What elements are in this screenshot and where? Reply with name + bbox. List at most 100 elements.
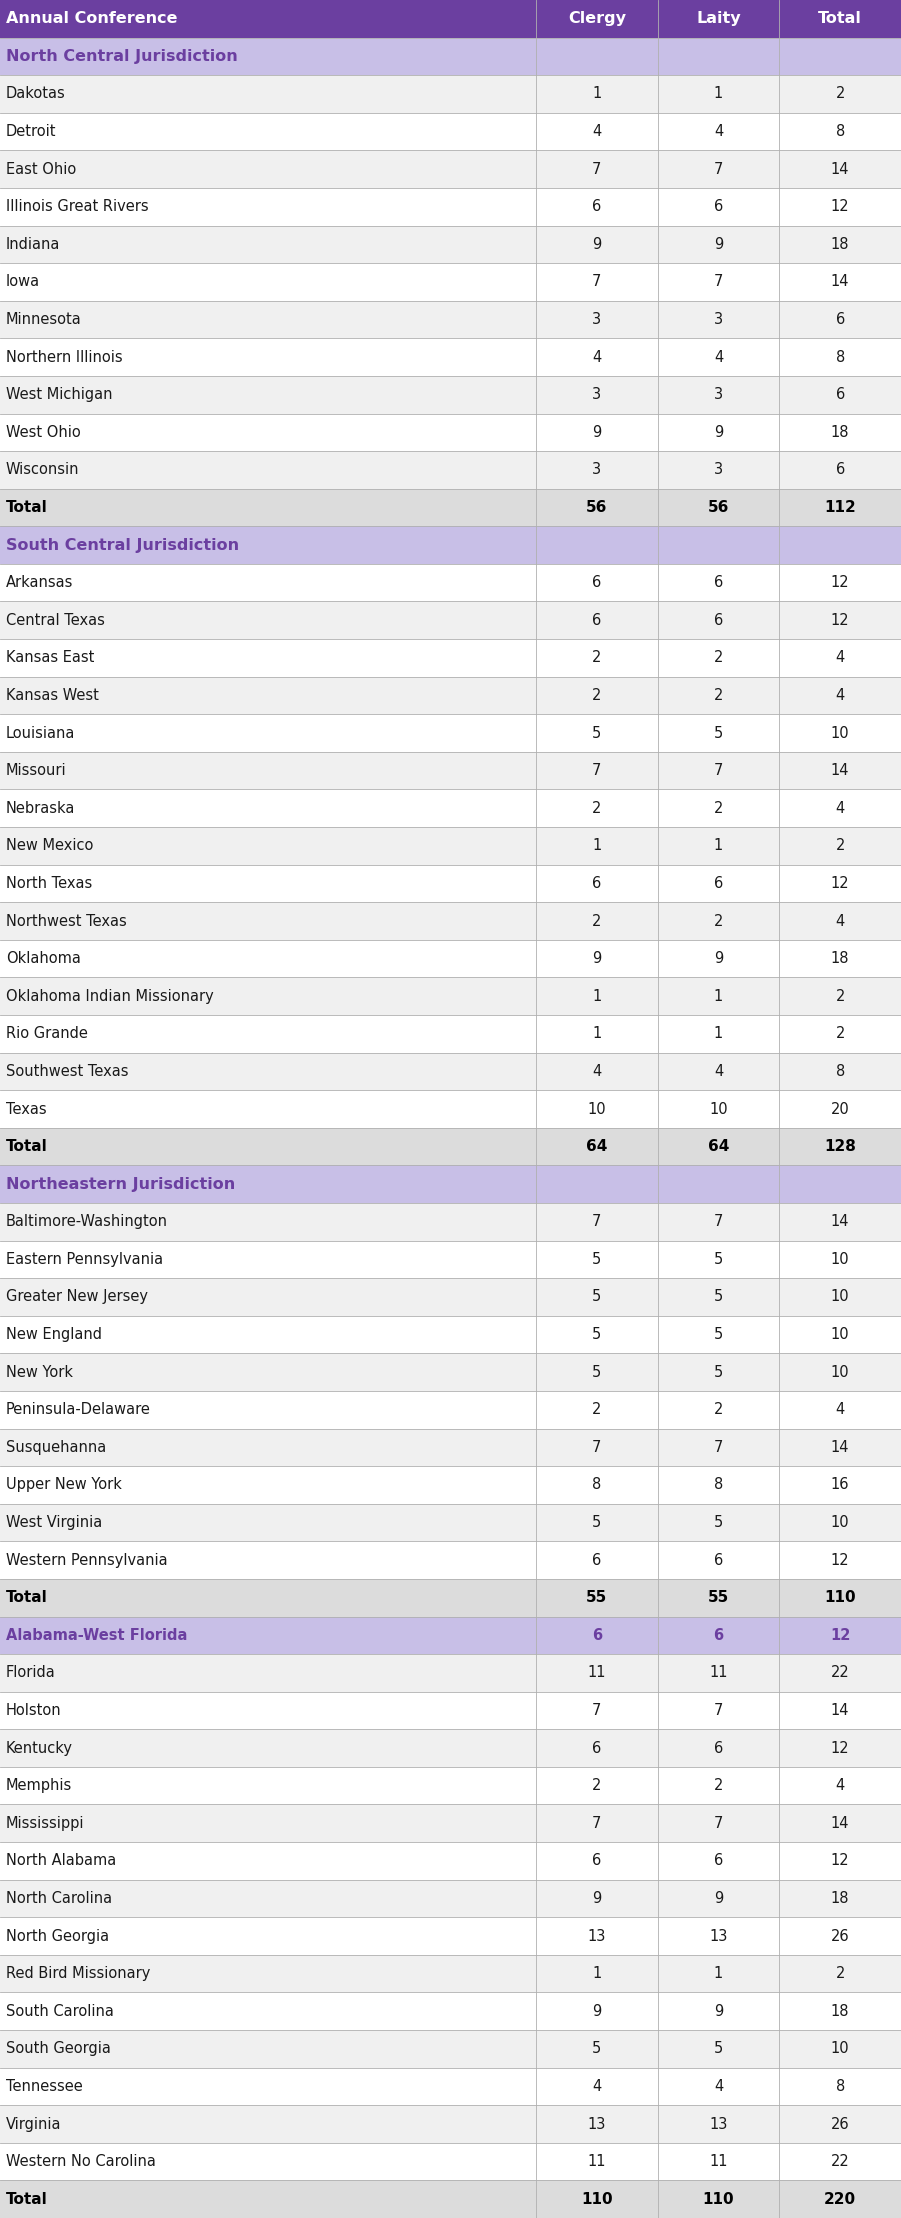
Text: 10: 10 bbox=[831, 725, 850, 741]
Text: 6: 6 bbox=[592, 574, 602, 590]
Text: Alabama-West Florida: Alabama-West Florida bbox=[6, 1628, 187, 1644]
Bar bbox=[0, 526, 901, 563]
Text: North Central Jurisdiction: North Central Jurisdiction bbox=[6, 49, 238, 64]
Text: 7: 7 bbox=[714, 275, 724, 291]
Text: 2: 2 bbox=[714, 1779, 724, 1792]
Text: New England: New England bbox=[6, 1326, 102, 1342]
Bar bbox=[0, 264, 901, 302]
Text: 2: 2 bbox=[592, 1402, 602, 1417]
Text: Holston: Holston bbox=[6, 1703, 61, 1719]
Text: 2: 2 bbox=[592, 914, 602, 929]
Text: Iowa: Iowa bbox=[6, 275, 41, 291]
Text: 10: 10 bbox=[587, 1102, 606, 1116]
Bar bbox=[0, 1730, 901, 1768]
Text: 3: 3 bbox=[592, 388, 602, 401]
Bar bbox=[0, 2105, 901, 2143]
Text: West Ohio: West Ohio bbox=[6, 426, 81, 439]
Text: 12: 12 bbox=[831, 1741, 850, 1757]
Text: South Central Jurisdiction: South Central Jurisdiction bbox=[6, 537, 239, 552]
Text: 4: 4 bbox=[714, 350, 724, 364]
Text: Clergy: Clergy bbox=[568, 11, 626, 27]
Text: 6: 6 bbox=[714, 1741, 724, 1757]
Bar bbox=[0, 714, 901, 752]
Bar bbox=[0, 1353, 901, 1391]
Text: Florida: Florida bbox=[6, 1666, 56, 1681]
Bar bbox=[0, 1579, 901, 1617]
Text: 9: 9 bbox=[714, 952, 724, 967]
Text: 6: 6 bbox=[835, 313, 845, 326]
Text: 7: 7 bbox=[592, 1439, 602, 1455]
Text: 11: 11 bbox=[587, 2154, 606, 2169]
Bar bbox=[0, 450, 901, 488]
Text: 5: 5 bbox=[714, 1364, 724, 1380]
Text: 14: 14 bbox=[831, 275, 850, 291]
Text: 12: 12 bbox=[831, 612, 850, 628]
Text: 2: 2 bbox=[592, 801, 602, 816]
Text: 5: 5 bbox=[714, 1289, 724, 1304]
Bar bbox=[0, 1054, 901, 1091]
Bar bbox=[0, 1127, 901, 1164]
Text: 6: 6 bbox=[714, 1854, 724, 1868]
Text: 110: 110 bbox=[824, 1590, 856, 1606]
Text: 7: 7 bbox=[592, 763, 602, 779]
Bar bbox=[0, 1617, 901, 1655]
Text: Missouri: Missouri bbox=[6, 763, 67, 779]
Bar bbox=[0, 1504, 901, 1542]
Text: 22: 22 bbox=[831, 1666, 850, 1681]
Bar bbox=[0, 903, 901, 940]
Text: 64: 64 bbox=[587, 1140, 607, 1153]
Text: North Alabama: North Alabama bbox=[6, 1854, 116, 1868]
Text: 18: 18 bbox=[831, 426, 850, 439]
Text: 7: 7 bbox=[714, 1439, 724, 1455]
Text: 12: 12 bbox=[831, 1553, 850, 1568]
Bar bbox=[0, 676, 901, 714]
Text: 2: 2 bbox=[714, 688, 724, 703]
Bar bbox=[0, 978, 901, 1016]
Text: Wisconsin: Wisconsin bbox=[6, 461, 79, 477]
Text: Laity: Laity bbox=[696, 11, 741, 27]
Text: 10: 10 bbox=[709, 1102, 728, 1116]
Text: 3: 3 bbox=[714, 461, 724, 477]
Text: 5: 5 bbox=[592, 725, 602, 741]
Text: 3: 3 bbox=[592, 461, 602, 477]
Bar bbox=[0, 302, 901, 339]
Text: Mississippi: Mississippi bbox=[6, 1817, 85, 1830]
Bar bbox=[0, 1805, 901, 1843]
Text: 7: 7 bbox=[592, 162, 602, 177]
Text: 2: 2 bbox=[835, 87, 845, 102]
Bar bbox=[0, 1016, 901, 1054]
Bar bbox=[0, 1428, 901, 1466]
Text: 1: 1 bbox=[714, 838, 724, 854]
Text: 2: 2 bbox=[714, 801, 724, 816]
Text: Minnesota: Minnesota bbox=[6, 313, 82, 326]
Text: 5: 5 bbox=[592, 1515, 602, 1530]
Text: 4: 4 bbox=[592, 1065, 602, 1078]
Text: 26: 26 bbox=[831, 2116, 850, 2131]
Bar bbox=[0, 865, 901, 903]
Text: 110: 110 bbox=[581, 2191, 613, 2207]
Bar bbox=[0, 790, 901, 827]
Text: 9: 9 bbox=[714, 1892, 724, 1905]
Text: 8: 8 bbox=[835, 350, 845, 364]
Text: 5: 5 bbox=[714, 1515, 724, 1530]
Text: Northwest Texas: Northwest Texas bbox=[6, 914, 127, 929]
Text: 7: 7 bbox=[592, 1213, 602, 1229]
Bar bbox=[0, 1992, 901, 2029]
Text: 13: 13 bbox=[709, 2116, 728, 2131]
Text: Louisiana: Louisiana bbox=[6, 725, 76, 741]
Text: 6: 6 bbox=[714, 200, 724, 215]
Text: 18: 18 bbox=[831, 2003, 850, 2018]
Text: 11: 11 bbox=[587, 1666, 606, 1681]
Text: 1: 1 bbox=[592, 1965, 602, 1981]
Bar bbox=[0, 1202, 901, 1240]
Text: 1: 1 bbox=[592, 87, 602, 102]
Text: 1: 1 bbox=[714, 87, 724, 102]
Text: 2: 2 bbox=[714, 650, 724, 665]
Text: 6: 6 bbox=[592, 1854, 602, 1868]
Text: 3: 3 bbox=[714, 313, 724, 326]
Text: 9: 9 bbox=[592, 1892, 602, 1905]
Text: 9: 9 bbox=[592, 426, 602, 439]
Text: Susquehanna: Susquehanna bbox=[6, 1439, 106, 1455]
Bar bbox=[0, 189, 901, 226]
Text: 6: 6 bbox=[592, 1553, 602, 1568]
